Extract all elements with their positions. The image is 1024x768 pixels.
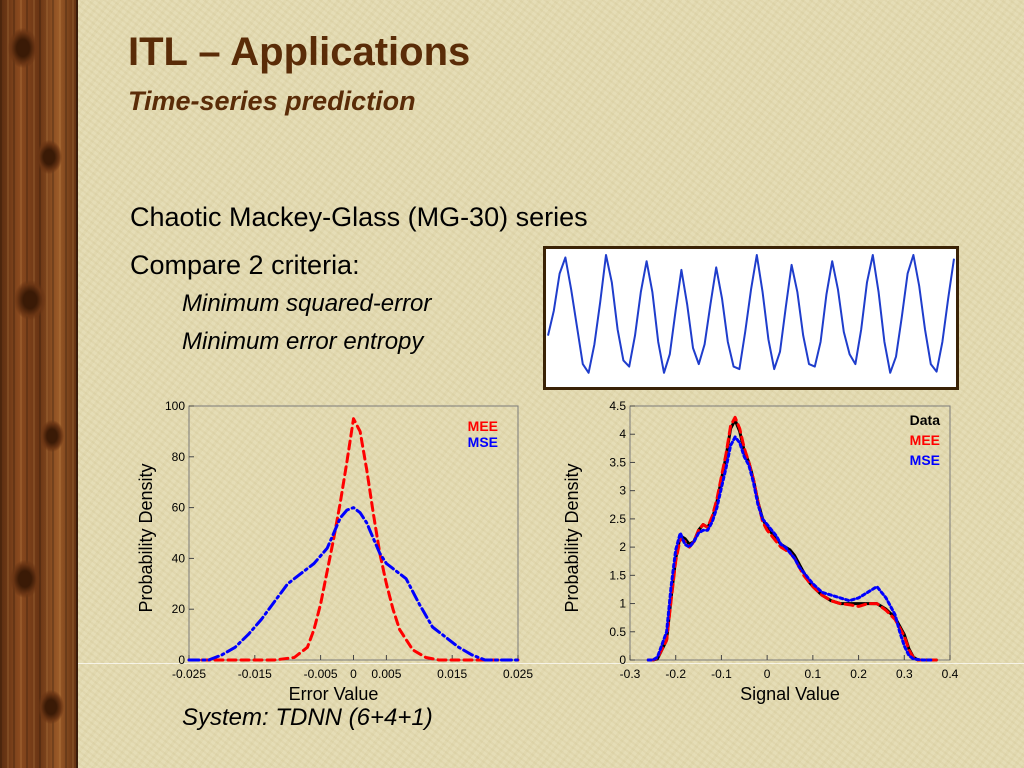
x-tick-label: 0.015: [437, 667, 467, 681]
x-tick-label: -0.2: [665, 667, 686, 681]
y-axis-label: Probability Density: [136, 463, 156, 612]
system-note: System: TDNN (6+4+1): [182, 704, 433, 731]
series-line-mse: [646, 435, 934, 662]
y-axis-label: Probability Density: [562, 463, 582, 612]
bullet-series: Chaotic Mackey-Glass (MG-30) series: [130, 202, 588, 232]
series-line-data: [646, 418, 938, 662]
wood-knot: [14, 280, 46, 320]
legend-entry: MEE: [910, 432, 940, 448]
x-tick-label: -0.015: [238, 667, 272, 681]
y-tick-label: 0: [178, 653, 185, 667]
x-tick-label: 0: [350, 667, 357, 681]
wood-border: [0, 0, 78, 768]
sub-bullet-mse: Minimum squared-error: [182, 290, 432, 317]
x-tick-label: -0.1: [711, 667, 732, 681]
legend-entry: MSE: [910, 452, 940, 468]
bullet-criteria: Compare 2 criteria:: [130, 250, 360, 280]
slide-subtitle: Time-series prediction: [128, 86, 416, 116]
series-line-mee: [646, 415, 938, 662]
y-tick-label: 100: [165, 399, 185, 413]
wood-knot: [10, 560, 40, 598]
x-tick-label: -0.3: [620, 667, 641, 681]
y-tick-label: 3: [619, 484, 626, 498]
y-tick-label: 60: [172, 501, 186, 515]
y-tick-label: 1: [619, 597, 626, 611]
wood-knot: [38, 690, 64, 724]
y-tick-label: 0: [619, 653, 626, 667]
slide-title: ITL – Applications: [128, 30, 471, 74]
y-tick-label: 4.5: [609, 399, 626, 413]
x-tick-label: 0.3: [896, 667, 913, 681]
x-axis-label: Error Value: [289, 684, 379, 704]
series-line-mse: [187, 506, 520, 662]
y-tick-label: 0.5: [609, 625, 626, 639]
series-line-mee: [187, 417, 520, 662]
y-tick-label: 2.5: [609, 512, 626, 526]
x-tick-label: 0: [764, 667, 771, 681]
y-tick-label: 20: [172, 602, 186, 616]
x-tick-label: -0.005: [304, 667, 338, 681]
y-tick-label: 2: [619, 540, 626, 554]
mackey-glass-series-plot: [543, 246, 959, 390]
slide-divider: [78, 663, 1024, 664]
legend-entry: MSE: [468, 434, 498, 450]
x-tick-label: 0.1: [805, 667, 822, 681]
x-axis-label: Signal Value: [740, 684, 840, 704]
wood-knot: [8, 28, 38, 68]
x-tick-label: 0.2: [850, 667, 867, 681]
y-tick-label: 80: [172, 450, 186, 464]
x-tick-label: -0.025: [172, 667, 206, 681]
y-tick-label: 3.5: [609, 455, 626, 469]
wood-knot: [40, 420, 64, 452]
legend-entry: Data: [910, 412, 941, 428]
x-tick-label: 0.4: [942, 667, 959, 681]
x-tick-label: 0.025: [503, 667, 533, 681]
mackey-glass-line: [547, 254, 955, 374]
mackey-glass-series-svg: [547, 254, 955, 374]
sub-bullet-mee: Minimum error entropy: [182, 328, 424, 355]
y-tick-label: 1.5: [609, 568, 626, 582]
y-tick-label: 40: [172, 551, 186, 565]
wood-knot: [36, 140, 62, 174]
chart-2: 0 0.5 1 1.5 2 2.5 3 3.5 4 4.5 -0.3 -0.2 -0.1 0 0.1 0.2 0…: [562, 399, 959, 704]
legend-entry: MEE: [468, 418, 498, 434]
plot-frame: [629, 405, 951, 661]
chart-1: 0 20 40 60 80 100 -0.025 -0.015 -0.005 0 0.005 0.01…: [136, 399, 533, 704]
x-tick-label: 0.005: [371, 667, 401, 681]
y-tick-label: 4: [619, 427, 626, 441]
